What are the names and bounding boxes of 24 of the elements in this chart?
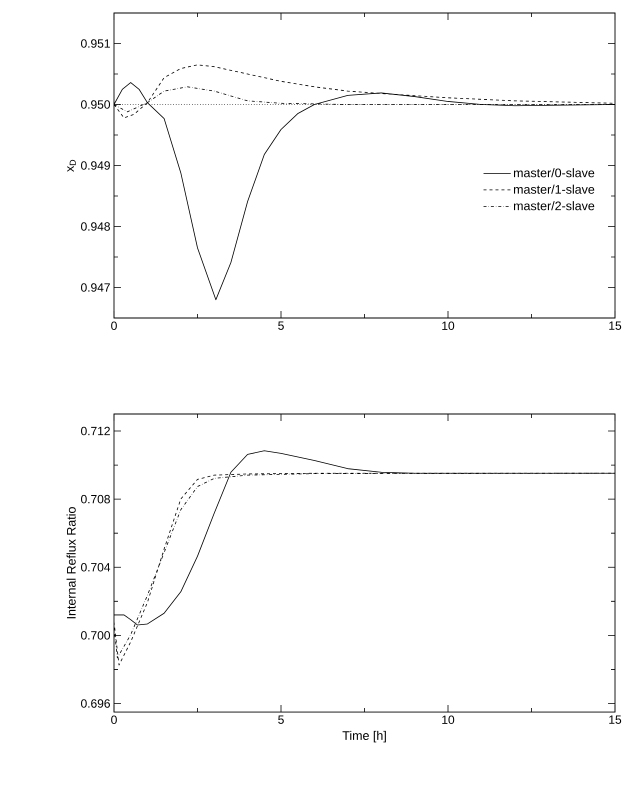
y-tick-label: 0.950: [81, 100, 110, 109]
y-tick-label: 0.696: [81, 699, 110, 708]
y-tick-label: 0.700: [81, 631, 110, 640]
y-tick-label: 0.712: [81, 426, 110, 436]
y-tick-label: 0.948: [81, 222, 110, 231]
y-tick-label: 0.949: [81, 161, 110, 170]
x-tick-label: 10: [442, 322, 454, 330]
legend-label: master/0-slave: [514, 168, 594, 178]
y-tick-label: 0.947: [81, 283, 110, 292]
y-tick-label: 0.704: [81, 563, 110, 572]
x-tick-label: 0: [111, 322, 117, 330]
y-tick-label: 0.951: [81, 39, 110, 48]
x-tick-label: 15: [609, 322, 622, 330]
legend-label: master/1-slave: [514, 184, 594, 194]
x-tick-label: 5: [278, 716, 284, 724]
y-axis-title: Internal Reflux Ratio: [66, 507, 76, 618]
y-tick-label: 0.708: [81, 494, 110, 504]
x-axis-title: Time [h]: [342, 730, 386, 742]
x-tick-label: 10: [442, 716, 454, 724]
y-axis-title: x$_{D}$: [67, 160, 76, 172]
x-tick-label: 5: [278, 322, 284, 330]
legend-label: master/2-slave: [514, 201, 594, 210]
x-tick-label: 15: [609, 716, 622, 724]
x-tick-label: 0: [111, 716, 117, 724]
